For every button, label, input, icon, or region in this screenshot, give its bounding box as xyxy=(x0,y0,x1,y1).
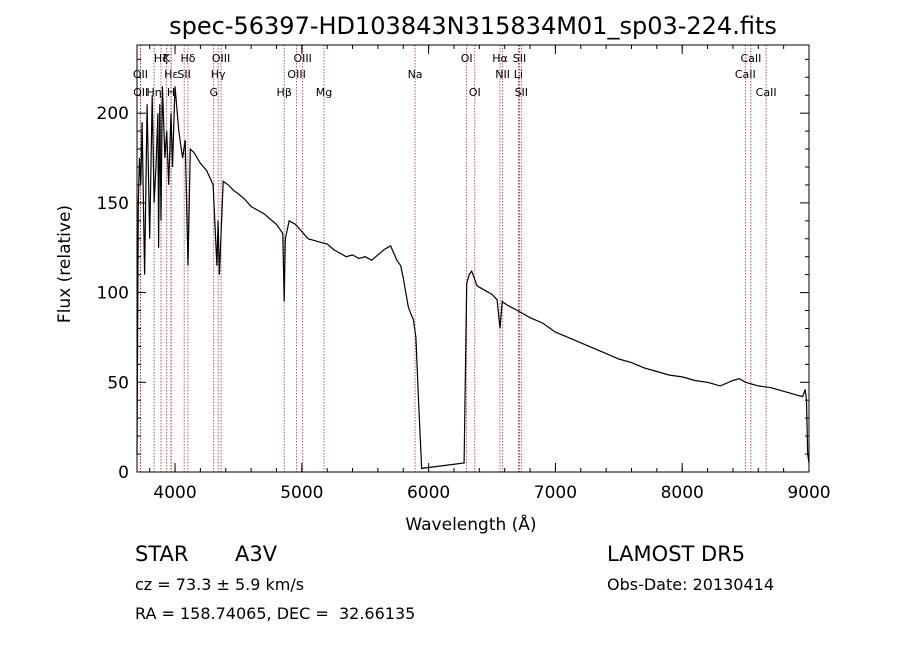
y-tick-label: 50 xyxy=(107,373,129,393)
object-class: STAR xyxy=(135,542,189,566)
line-marker-label: G xyxy=(209,86,218,99)
x-tick-label: 6000 xyxy=(407,483,450,503)
coordinates: RA = 158.74065, DEC = 32.66135 xyxy=(135,604,416,623)
line-marker-label: Hβ xyxy=(277,86,292,99)
velocity-readout: cz = 73.3 ± 5.9 km/s xyxy=(135,575,305,594)
y-axis-label: Flux (relative) xyxy=(55,205,75,323)
line-marker-label: CaII xyxy=(756,86,777,99)
line-marker-label: OI xyxy=(469,86,481,99)
line-marker-label: OI xyxy=(461,52,473,65)
line-marker-label: Hε xyxy=(164,68,178,81)
line-marker-label: Hγ xyxy=(211,68,226,81)
line-marker-label: Mg xyxy=(316,86,332,99)
y-axis-ticks: 0 50 100 150 200 xyxy=(97,58,809,483)
survey-name: LAMOST DR5 xyxy=(607,542,746,566)
obs-date: Obs-Date: 20130414 xyxy=(607,575,775,594)
line-marker-label: Hα xyxy=(492,52,508,65)
y-tick-label: 0 xyxy=(118,463,129,483)
line-marker-label: Na xyxy=(408,68,423,81)
line-marker-label: Li xyxy=(514,68,523,81)
x-tick-label: 4000 xyxy=(153,483,196,503)
x-axis-ticks: 4000 5000 6000 7000 8000 9000 xyxy=(149,45,831,503)
plot-frame xyxy=(136,44,810,473)
line-marker-label: K xyxy=(163,52,171,65)
line-marker-label: SII xyxy=(177,68,190,81)
y-tick-label: 150 xyxy=(97,194,129,214)
x-tick-label: 9000 xyxy=(787,483,830,503)
line-markers xyxy=(140,45,767,472)
line-marker-label: H xyxy=(167,86,175,99)
line-marker-label: Hζ xyxy=(154,52,168,65)
line-marker-label: Hδ xyxy=(180,52,195,65)
y-tick-label: 100 xyxy=(97,284,129,304)
x-tick-label: 7000 xyxy=(534,483,577,503)
line-marker-labels: HαNIISIILiSIIOIOINaMgOIIIOIIIHβOIIIHγGHδ… xyxy=(133,52,777,99)
line-marker-label: OII xyxy=(133,86,148,99)
line-marker-label: SII xyxy=(515,86,528,99)
line-marker-label: OII xyxy=(133,68,148,81)
x-tick-label: 8000 xyxy=(661,483,704,503)
line-marker-label: OIII xyxy=(287,68,305,81)
x-axis-label: Wavelength (Å) xyxy=(405,513,536,535)
x-tick-label: 5000 xyxy=(280,483,323,503)
chart-title: spec-56397-HD103843N315834M01_sp03-224.f… xyxy=(169,12,777,40)
object-subclass: A3V xyxy=(235,542,278,566)
line-marker-label: NII xyxy=(495,68,510,81)
line-marker-label: OIII xyxy=(212,52,230,65)
line-marker-label: Hη xyxy=(146,86,161,99)
line-marker-label: CaII xyxy=(735,68,756,81)
line-marker-label: SII xyxy=(513,52,526,65)
y-tick-label: 200 xyxy=(97,104,129,124)
line-marker-label: OIII xyxy=(294,52,312,65)
line-marker-label: CaII xyxy=(740,52,761,65)
spectrum-line xyxy=(136,86,810,470)
